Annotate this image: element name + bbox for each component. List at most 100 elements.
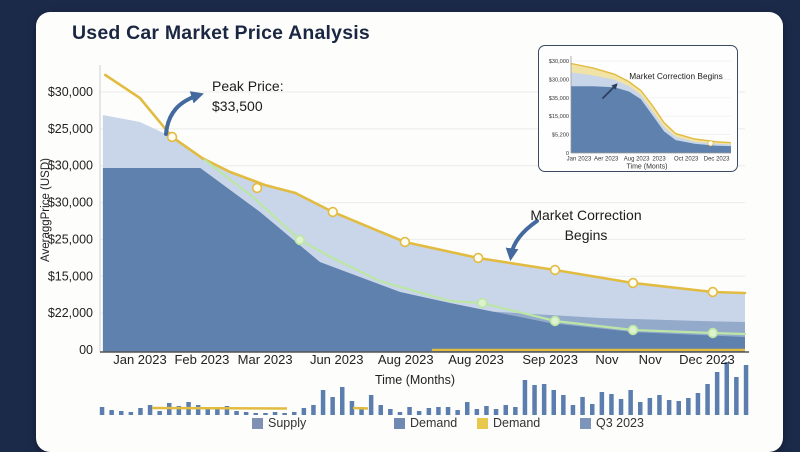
volume-bar	[224, 406, 230, 415]
volume-bar	[147, 405, 153, 415]
market-correction-annotation: Market Correction Begins	[500, 205, 672, 246]
inset-y-tick-label: $30,000	[549, 77, 569, 83]
supply-trend-line	[203, 159, 747, 336]
x-tick-label: Mar 2023	[238, 352, 293, 367]
volume-bar	[320, 390, 326, 415]
demand-price-line	[104, 73, 747, 295]
data-point-marker	[473, 252, 484, 264]
volume-bar	[138, 408, 143, 415]
area-series	[102, 115, 745, 352]
volume-bar	[253, 413, 258, 415]
inset-x-tick-label: 2023	[652, 157, 666, 163]
y-tick-label: $25,000	[48, 232, 93, 246]
x-axis-title: Time (Months)	[375, 373, 455, 387]
legend-label: Demand	[410, 416, 458, 430]
supply-area	[102, 168, 745, 352]
peak-price-label: Peak Price:	[212, 78, 284, 94]
x-tick-label: Sep 2023	[522, 352, 578, 367]
x-tick-label: Feb 2023	[174, 352, 229, 367]
legend-item-demand-blue: Demand	[394, 416, 457, 430]
chart-legend: Supply Demand Demand Q3 2023	[0, 416, 800, 434]
x-tick-label: Jun 2023	[310, 352, 364, 367]
volume-bar	[99, 407, 105, 415]
volume-bar	[503, 405, 508, 415]
data-point-marker	[477, 297, 488, 309]
main-chart-svg: $30,000 $25,000 $30,000 $30,000 $25,000 $15,0…	[48, 65, 749, 415]
volume-bar	[282, 413, 287, 415]
volume-bar	[513, 407, 518, 415]
axes	[99, 65, 749, 353]
volume-bar	[407, 407, 412, 415]
axis-tick-labels: $30,000 $25,000 $30,000 $30,000 $25,000 $15,0…	[48, 85, 735, 387]
y-tick-label: 00	[79, 343, 93, 357]
volume-bar	[724, 362, 729, 415]
volume-bar	[599, 392, 605, 415]
demand-blue-swatch-icon	[394, 417, 405, 429]
volume-bar	[119, 411, 124, 415]
volume-bar	[714, 372, 720, 415]
volume-bar	[272, 412, 278, 415]
volume-bar	[628, 390, 633, 415]
legend-label: Demand	[493, 416, 541, 430]
volume-bar	[657, 395, 662, 415]
volume-bar	[368, 395, 374, 415]
volume-bar	[330, 397, 335, 415]
legend-item-q3-2023: Q3 2023	[580, 416, 644, 430]
volume-bar	[647, 398, 653, 415]
volume-bar	[349, 401, 355, 415]
data-point-marker	[627, 277, 639, 289]
volume-bar	[609, 394, 614, 415]
supply-swatch-icon	[252, 417, 263, 429]
volume-bar	[263, 413, 268, 415]
volume-bar	[522, 380, 528, 415]
inset-x-tick-label: Dec 2023	[704, 157, 730, 163]
inset-x-tick-label: Aer 2023	[594, 157, 619, 163]
legend-label: Supply	[268, 416, 307, 430]
inset-gold-line	[570, 62, 732, 144]
volume-bar	[388, 409, 393, 415]
peak-price-annotation: Peak Price: $33,500	[212, 76, 284, 117]
y-tick-label: $30,000	[48, 85, 93, 99]
market-correction-arrow-icon	[505, 219, 539, 262]
data-point-marker	[549, 264, 561, 276]
volume-bar	[638, 402, 643, 415]
data-point-marker	[327, 206, 338, 218]
peak-price-value: $33,500	[212, 98, 263, 115]
volume-bar	[695, 393, 701, 415]
inset-annotation: Market Correction Begins	[629, 71, 723, 81]
q3-swatch-icon	[580, 417, 591, 429]
volume-bar	[705, 384, 710, 415]
data-point-marker	[549, 315, 561, 327]
volume-bar	[205, 407, 210, 415]
market-correction-line2: Begins	[564, 227, 608, 244]
volume-bar	[243, 412, 249, 415]
volume-bars	[99, 362, 749, 415]
x-tick-label: Nov	[595, 352, 619, 367]
volume-bar	[734, 377, 739, 415]
inset-y-tick-label: $15,000	[549, 114, 569, 120]
volume-bar	[618, 399, 624, 415]
volume-bar	[340, 387, 345, 415]
inset-line-series	[570, 62, 732, 144]
volume-bar	[590, 404, 595, 415]
volume-bar	[676, 401, 681, 415]
volume-bar	[532, 385, 537, 415]
inset-data-point-marker	[707, 140, 714, 147]
y-tick-label: $22,000	[48, 306, 93, 320]
volume-bar	[743, 365, 749, 415]
volume-bar	[465, 402, 470, 415]
volume-bar	[474, 409, 480, 415]
inset-area-series	[571, 63, 731, 153]
demand-yellow-swatch-icon	[477, 417, 488, 429]
volume-gold-overlay	[352, 406, 369, 410]
inset-dark-area	[571, 86, 731, 153]
volume-bar	[455, 410, 460, 415]
legend-item-demand-yellow: Demand	[477, 416, 540, 430]
x-tick-label: Dec 2023	[679, 352, 735, 367]
x-tick-label: Aug 2023	[448, 352, 504, 367]
volume-bar	[157, 411, 162, 415]
volume-bar	[551, 390, 556, 415]
inset-x-tick-label: Aug 2023	[624, 157, 650, 163]
data-point-marker	[707, 286, 718, 298]
